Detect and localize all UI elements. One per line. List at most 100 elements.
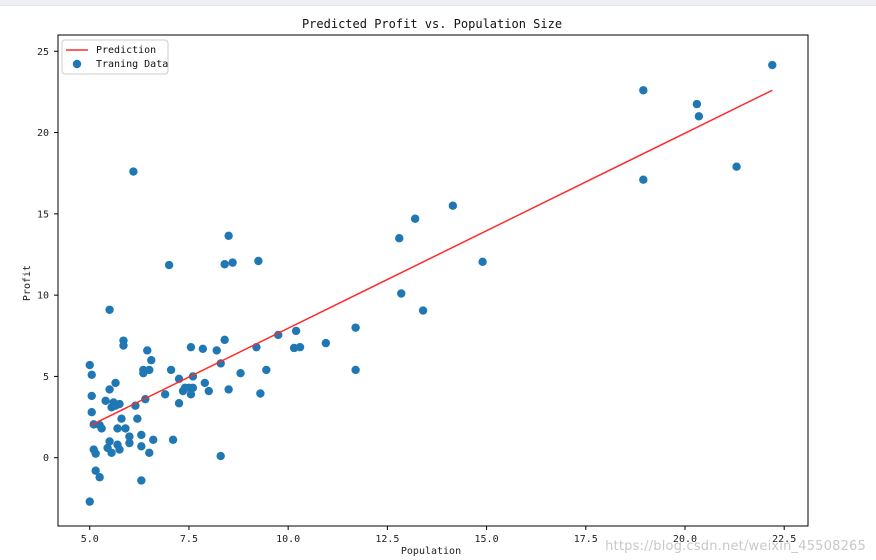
data-point bbox=[478, 257, 487, 267]
data-point bbox=[220, 335, 229, 345]
data-point bbox=[115, 399, 124, 409]
data-point bbox=[107, 448, 116, 458]
x-axis-label: Population bbox=[401, 546, 461, 557]
data-point bbox=[256, 389, 265, 398]
chart-title: Predicted Profit vs. Population Size bbox=[302, 17, 562, 31]
data-point bbox=[166, 365, 176, 375]
data-point bbox=[105, 437, 114, 446]
y-tick-label: 0 bbox=[43, 453, 49, 464]
data-point bbox=[254, 256, 263, 266]
plot-area-frame bbox=[57, 34, 809, 527]
data-point bbox=[139, 365, 148, 375]
data-point bbox=[212, 346, 221, 355]
data-point bbox=[198, 344, 208, 353]
x-tick-label: 12.5 bbox=[375, 534, 399, 545]
data-point bbox=[105, 385, 114, 394]
data-point bbox=[91, 466, 100, 475]
data-point bbox=[97, 424, 106, 433]
data-point bbox=[105, 305, 114, 314]
data-point bbox=[111, 378, 120, 388]
data-point bbox=[117, 414, 126, 423]
data-point bbox=[692, 99, 702, 109]
data-point bbox=[410, 214, 420, 223]
x-tick-label: 22.5 bbox=[772, 534, 796, 545]
data-point bbox=[115, 445, 124, 454]
data-point bbox=[186, 342, 196, 352]
data-point bbox=[174, 399, 184, 408]
data-point bbox=[149, 435, 158, 445]
data-point bbox=[137, 430, 146, 440]
data-point bbox=[216, 359, 225, 368]
data-point bbox=[236, 368, 245, 378]
data-point bbox=[125, 438, 134, 448]
data-point bbox=[351, 323, 360, 332]
data-point bbox=[119, 341, 128, 350]
data-point bbox=[121, 424, 130, 433]
data-point bbox=[321, 338, 331, 348]
x-tick-label: 15.0 bbox=[475, 534, 499, 545]
data-point bbox=[137, 442, 146, 451]
data-point bbox=[224, 231, 233, 240]
data-point bbox=[188, 383, 198, 393]
y-tick-label: 5 bbox=[43, 372, 49, 383]
data-point bbox=[147, 355, 156, 365]
legend-box bbox=[61, 39, 169, 75]
legend: Prediction Traning Data bbox=[61, 39, 169, 75]
data-point bbox=[160, 390, 170, 399]
data-point bbox=[295, 342, 305, 352]
data-point bbox=[220, 260, 229, 269]
x-tick-label: 7.5 bbox=[180, 534, 198, 545]
x-tick-label: 10.0 bbox=[276, 534, 300, 545]
x-tick-label: 20.0 bbox=[673, 534, 697, 545]
legend-prediction-label: Prediction bbox=[96, 45, 156, 56]
data-point bbox=[85, 497, 94, 506]
x-tick-label: 17.5 bbox=[574, 534, 598, 545]
data-point bbox=[448, 201, 458, 210]
data-point bbox=[87, 407, 96, 417]
data-point bbox=[204, 386, 213, 396]
data-point bbox=[145, 365, 154, 375]
data-point bbox=[91, 449, 100, 458]
data-point bbox=[113, 424, 122, 433]
prediction-series bbox=[90, 89, 773, 426]
training-data-points bbox=[85, 60, 777, 506]
top-toolbar-strip bbox=[0, 0, 876, 6]
x-tick-label: 5.0 bbox=[81, 534, 99, 545]
data-point bbox=[164, 260, 174, 270]
data-point bbox=[351, 365, 360, 375]
data-point bbox=[125, 432, 134, 441]
data-point bbox=[143, 346, 152, 355]
y-tick-label: 15 bbox=[37, 209, 49, 220]
data-point bbox=[262, 365, 271, 375]
data-point bbox=[137, 476, 146, 485]
y-axis: 0 5 10 15 20 25 bbox=[37, 47, 58, 464]
data-point bbox=[397, 289, 406, 298]
data-point bbox=[639, 86, 648, 95]
y-tick-label: 20 bbox=[37, 128, 49, 139]
legend-training-swatch bbox=[72, 59, 82, 69]
legend-training-label: Traning Data bbox=[96, 59, 168, 70]
data-point bbox=[395, 234, 404, 243]
y-tick-label: 25 bbox=[37, 47, 49, 58]
watermark: https://blog.csdn.net/weixin_45508265 bbox=[605, 539, 866, 554]
x-axis: 5.0 7.5 10.0 12.5 15.0 17.5 20.0 22.5 bbox=[81, 526, 796, 545]
data-point bbox=[224, 385, 233, 394]
data-point bbox=[145, 448, 154, 458]
data-point bbox=[732, 162, 741, 171]
prediction-line bbox=[90, 89, 773, 426]
data-point bbox=[228, 258, 237, 267]
data-point bbox=[168, 435, 178, 445]
data-point bbox=[101, 396, 110, 406]
data-point bbox=[291, 326, 301, 336]
data-point bbox=[85, 360, 94, 370]
y-axis-label: Profit bbox=[22, 265, 33, 301]
data-point bbox=[418, 306, 428, 315]
data-point bbox=[186, 390, 196, 399]
data-point bbox=[639, 175, 648, 184]
data-point bbox=[133, 414, 142, 423]
data-point bbox=[200, 378, 210, 388]
y-tick-label: 10 bbox=[37, 291, 49, 302]
data-point bbox=[129, 167, 138, 176]
data-point bbox=[694, 112, 704, 121]
